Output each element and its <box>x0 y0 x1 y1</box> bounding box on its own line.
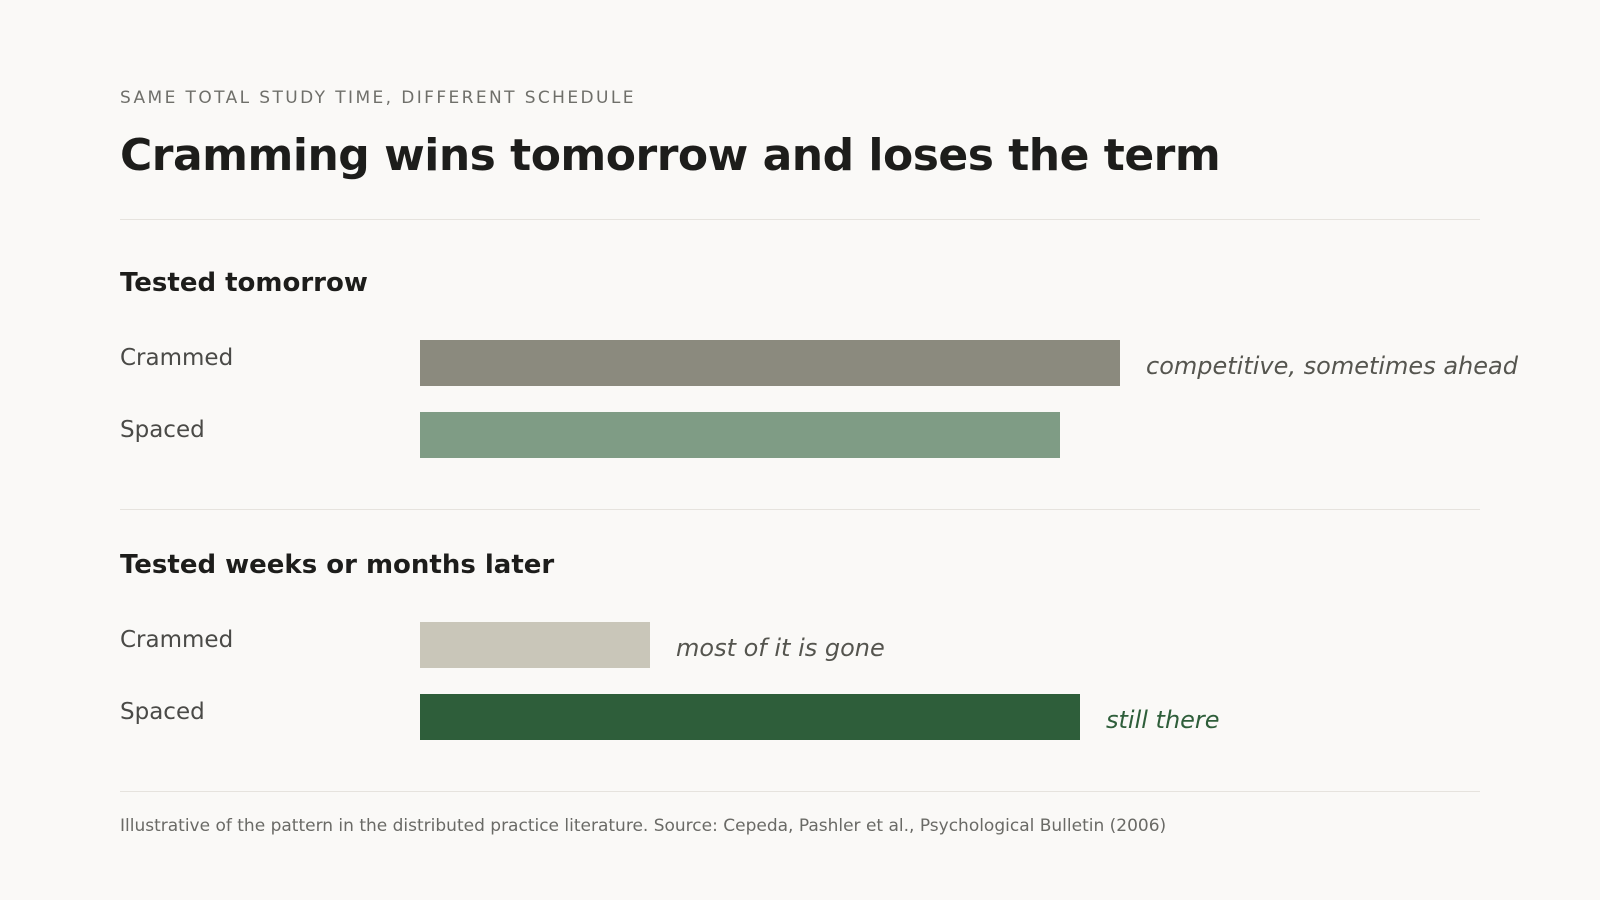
panel-heading-later: Tested weeks or months later <box>120 550 555 580</box>
bar-tomorrow-spaced <box>420 412 1060 458</box>
chart-page: SAME TOTAL STUDY TIME, DIFFERENT SCHEDUL… <box>120 0 1518 900</box>
bar-later-spaced <box>420 694 1080 740</box>
note-later-crammed: most of it is gone <box>676 634 885 662</box>
row-label-later-spaced: Spaced <box>120 699 205 725</box>
panel-divider <box>120 509 1480 510</box>
eyebrow-subtitle: SAME TOTAL STUDY TIME, DIFFERENT SCHEDUL… <box>120 88 636 108</box>
chart-title: Cramming wins tomorrow and loses the ter… <box>120 130 1221 181</box>
row-label-later-crammed: Crammed <box>120 627 234 653</box>
title-divider <box>120 219 1480 220</box>
row-label-tomorrow-crammed: Crammed <box>120 345 234 371</box>
source-note: Illustrative of the pattern in the distr… <box>120 816 1167 836</box>
footer-divider <box>120 791 1480 792</box>
row-label-tomorrow-spaced: Spaced <box>120 417 205 443</box>
bar-tomorrow-crammed <box>420 340 1120 386</box>
bar-later-crammed <box>420 622 650 668</box>
note-later-spaced: still there <box>1106 706 1220 734</box>
panel-heading-tomorrow: Tested tomorrow <box>120 268 368 298</box>
note-tomorrow-crammed: competitive, sometimes ahead <box>1146 352 1518 380</box>
